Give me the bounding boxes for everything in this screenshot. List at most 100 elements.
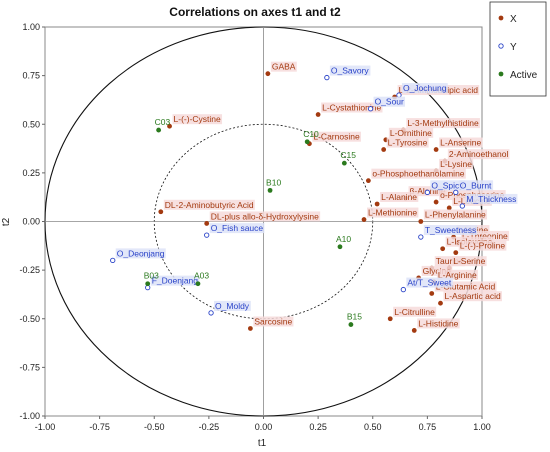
point-label-bg: [386, 137, 429, 148]
data-point: [265, 71, 271, 77]
data-point: [247, 326, 253, 331]
point-label-bg: [465, 193, 518, 204]
point-label: DL-plus allo-δ-Hydroxylysine: [211, 211, 319, 221]
point-label: GABA: [272, 62, 296, 72]
point-label: C15: [340, 150, 356, 160]
y-tick-label: 0.75: [22, 71, 40, 81]
point-label: DL-2-Aminobutyric Acid: [165, 200, 254, 210]
legend-label: Active: [510, 70, 538, 81]
x-tick-label: 1.00: [473, 422, 491, 432]
y-tick-label: 0.50: [22, 119, 40, 129]
axes-layer: -1.00 -0.75 -0.50 -0.25 0.00 0.25 0.50 0.75 1.00…: [19, 22, 490, 432]
data-point: [387, 316, 393, 322]
data-point: [156, 127, 162, 133]
point-label: L-Lysine: [440, 159, 472, 169]
data-point: [267, 187, 273, 193]
legend: X Y Active: [489, 1, 547, 97]
point-label: M_Thickness: [466, 194, 516, 204]
point-label-bg: [209, 211, 321, 222]
point-label: o-Phosphoethanolamine: [372, 169, 464, 179]
x-tick-label: -0.75: [89, 422, 110, 432]
point-label: L-Phenylalanine: [425, 210, 486, 220]
point-label-bg: [443, 291, 502, 302]
legend-marker: [498, 15, 504, 21]
point-label-bg: [388, 127, 434, 138]
point-label: C03: [155, 117, 171, 127]
point-label: L-Histidine: [418, 318, 458, 328]
point-label: A03: [194, 271, 209, 281]
data-point: [418, 219, 424, 224]
point-label: L-Cystathionine: [322, 103, 381, 113]
point-label-bg: [434, 281, 497, 292]
point-label-bg: [401, 83, 448, 94]
legend-marker: [498, 43, 504, 49]
data-point: [400, 286, 406, 293]
y-tick-label: 0.25: [22, 168, 40, 178]
data-point: [381, 147, 387, 152]
point-label-bg: [380, 191, 419, 202]
point-label-bg: [452, 256, 487, 267]
point-label: Sarcosine: [254, 316, 292, 326]
point-label: L-3-Methylhistidine: [407, 118, 479, 128]
data-point: [433, 147, 439, 152]
point-label: L-Arginine: [438, 270, 477, 280]
legend-label: X: [510, 14, 517, 25]
point-label-bg: [371, 168, 466, 179]
point-label: L-Tyrosine: [388, 138, 428, 148]
point-label: O_Savory: [331, 66, 370, 76]
point-label-bg: [393, 306, 437, 317]
data-point: [453, 250, 459, 256]
point-label: O_Burnt: [460, 180, 492, 190]
data-point: [324, 74, 330, 81]
point-label: B15: [347, 312, 362, 322]
data-point: [453, 189, 459, 195]
point-label-bg: [439, 158, 474, 169]
point-label-bg: [406, 277, 453, 288]
data-point: [446, 205, 452, 211]
data-point: [440, 246, 446, 252]
point-label: L-(-)-Cystine: [174, 114, 221, 124]
point-label: O_Fish sauce: [211, 223, 264, 233]
point-label: At/T_Sweet: [407, 278, 452, 288]
point-label: L-(-)-Proline: [460, 241, 506, 251]
data-point: [208, 310, 214, 316]
data-point: [433, 199, 439, 205]
legend-marker: [498, 71, 504, 77]
point-label-bg: [447, 149, 510, 160]
point-label: L-Methionine: [368, 208, 417, 218]
y-tick-label: -0.75: [19, 362, 40, 372]
legend-box: [489, 1, 547, 97]
point-label: A10: [336, 234, 351, 244]
data-point: [438, 300, 443, 306]
point-label-bg: [312, 131, 361, 142]
point-label: Taurine: [436, 256, 464, 266]
chart-title: Correlations on axes t1 and t2: [169, 5, 341, 19]
point-label-bg: [458, 240, 507, 251]
x-tick-label: 0.50: [364, 422, 382, 432]
data-point: [348, 322, 354, 327]
series-x: GABA L-Cystathionine L-(-)-Cystine L-Carnos…: [158, 61, 510, 333]
legend-label: Y: [510, 42, 517, 53]
series-active: C03 C10 C15 B10 A10 B03 A03 B15: [144, 117, 362, 327]
data-point: [341, 160, 347, 166]
point-label: L-Serine: [453, 256, 485, 266]
point-label: 2-Aminoethanol: [449, 149, 509, 159]
point-label-bg: [460, 230, 510, 241]
data-point: [459, 203, 465, 209]
data-point: [374, 201, 380, 207]
data-point: [145, 281, 151, 287]
point-label: L-Threonine: [462, 231, 508, 241]
y-tick-label: 1.00: [22, 22, 40, 32]
point-label-bg: [209, 223, 265, 234]
point-label: B10: [266, 177, 281, 187]
y-tick-label: -1.00: [19, 411, 40, 421]
point-label-bg: [163, 199, 255, 210]
point-label-bg: [270, 61, 297, 72]
data-point: [195, 281, 201, 287]
point-label: L-Anserine: [440, 138, 481, 148]
point-label-bg: [321, 102, 383, 113]
point-label: O_Sour: [375, 97, 404, 107]
point-label-bg: [458, 180, 494, 191]
point-label: F_Doenjang: [152, 276, 199, 286]
